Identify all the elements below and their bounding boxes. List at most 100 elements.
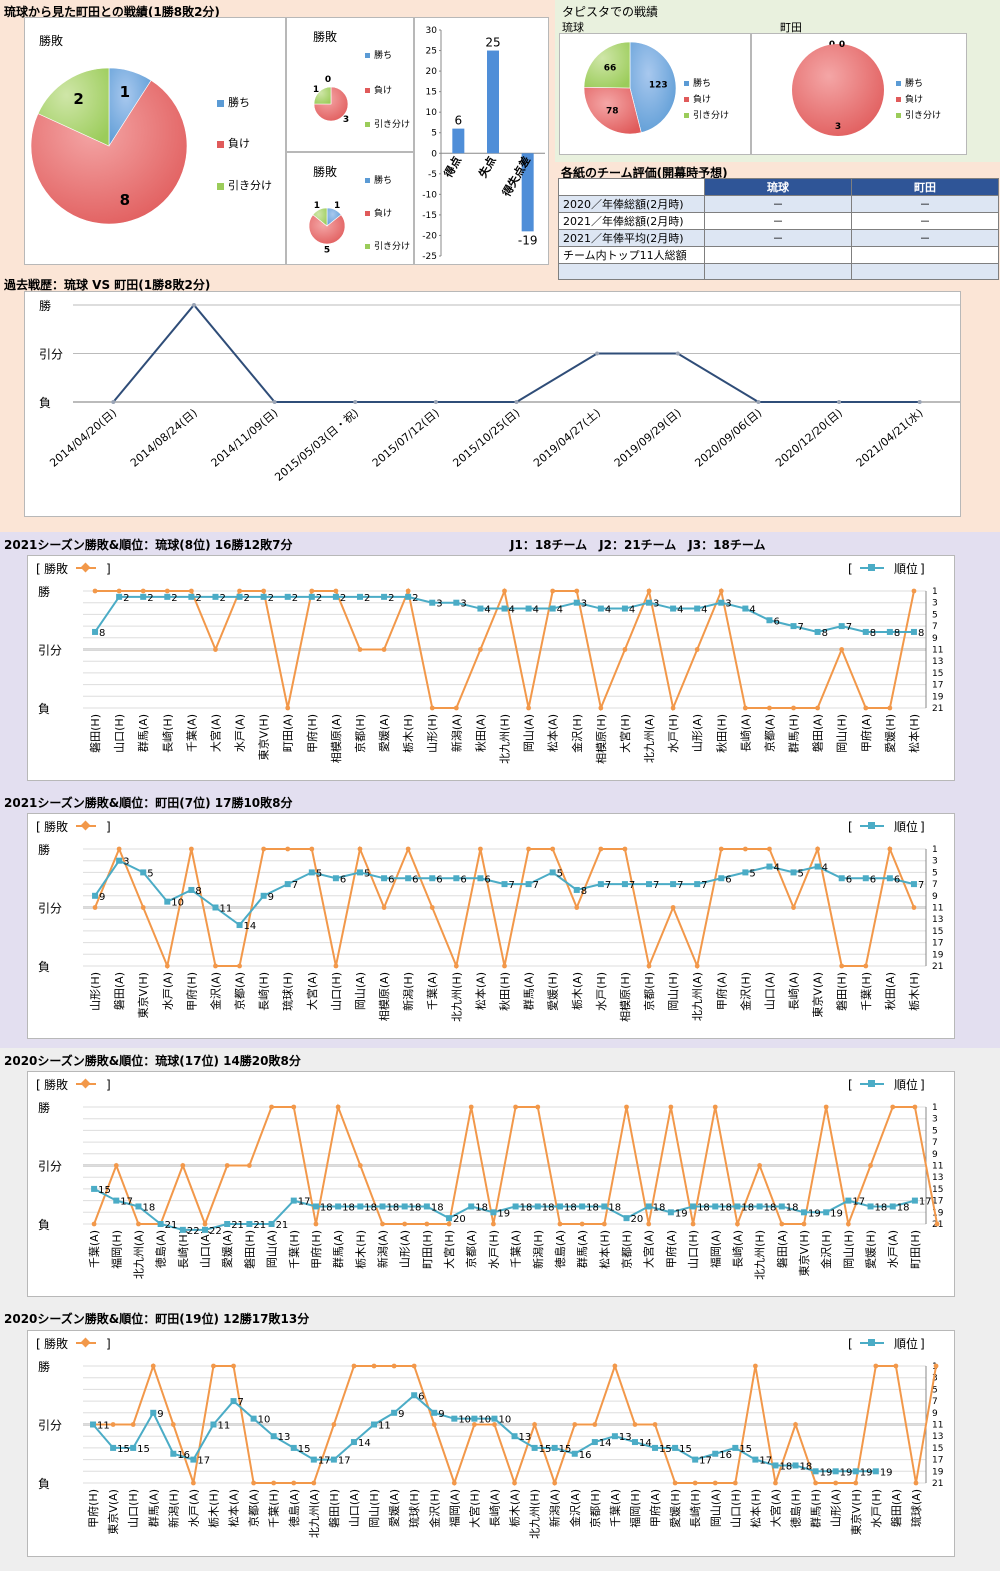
season-result-point	[863, 705, 869, 711]
pie-home-chart: 0 3 1	[313, 75, 349, 125]
season-rank-point	[889, 1203, 896, 1210]
result-legend-bracket: [	[36, 1337, 41, 1351]
season-rank-label: 4	[822, 863, 828, 874]
season-x-label: 相模原(H)	[595, 714, 608, 764]
season-rank-point	[405, 875, 412, 882]
season-x-label: 甲府(A)	[648, 1489, 662, 1527]
pie-overall-legend-loss: 負け	[217, 135, 250, 151]
season-result-point	[833, 1480, 839, 1486]
season-x-label: 岡山(A)	[266, 1230, 279, 1268]
season-x-label: 新潟(H)	[401, 972, 415, 1011]
bar-data-label: 25	[485, 36, 500, 50]
season-rank-point	[525, 605, 532, 612]
pie-data-label: 3	[835, 122, 841, 132]
season-rank-point	[170, 1450, 177, 1457]
season-x-label: 東京V(H)	[136, 972, 150, 1018]
goals-bar-panel: 30 25 20 15 10 5 0 -5 -10 -15 -20 -25 6 得点 25 失点 -19 得失点差	[414, 17, 549, 265]
season-result-point	[251, 1480, 257, 1486]
season-rank-point	[862, 875, 869, 882]
season-result-point	[552, 1480, 558, 1486]
season-rank-point	[573, 599, 580, 606]
season-x-label: 長崎(A)	[787, 972, 801, 1010]
pie-away-title: 勝敗	[313, 165, 338, 179]
season-y-label: 引分	[38, 1419, 62, 1433]
season-result-point	[424, 1221, 430, 1227]
season-result-point	[815, 846, 821, 852]
season-rank-label: 3	[581, 599, 587, 610]
season-result-point	[646, 1221, 652, 1227]
season-rank-point	[742, 605, 749, 612]
season-x-label: 京都(H)	[620, 1230, 634, 1269]
season-rank-point	[812, 1468, 819, 1475]
season-rank-point	[381, 875, 388, 882]
season-rank-point	[718, 599, 725, 606]
season-rank-label: 3	[123, 857, 129, 868]
season-rank-point	[734, 1203, 741, 1210]
season-rank-label: 6	[340, 874, 346, 885]
season-rank-label: 22	[209, 1226, 222, 1237]
season-rank-point	[236, 922, 243, 929]
season-result-point	[246, 1163, 252, 1168]
season-rank-tick: 17	[932, 1197, 943, 1207]
season-result-point	[752, 1363, 758, 1369]
season-rank-point	[391, 1409, 398, 1416]
season-rank-label: 15	[98, 1185, 111, 1196]
season-result-point	[913, 1480, 919, 1486]
season-result-point	[271, 1480, 277, 1486]
season-rank-point	[268, 1221, 275, 1227]
season-rank-point	[332, 593, 339, 600]
season-rank-point	[212, 904, 219, 911]
season-result-point	[863, 963, 869, 969]
season-rank-point	[531, 1444, 538, 1451]
season-rank-tick: 9	[932, 892, 938, 902]
season-rank-label: 7	[653, 880, 659, 891]
season-x-label: 群馬(A)	[522, 972, 536, 1010]
season-result-point	[512, 1480, 517, 1486]
season-x-label: 愛媛(H)	[546, 972, 560, 1011]
history-x-label: 2015/05/03(日・祝)	[272, 406, 361, 484]
rank-legend-bracket: [	[848, 562, 853, 576]
season-rank-label: 5	[798, 868, 804, 879]
season-x-label: 群馬(A)	[331, 1230, 345, 1268]
season-x-label: 相模原(A)	[330, 714, 343, 763]
season-x-label: 京都(A)	[762, 714, 776, 752]
season-rank-label: 2	[147, 593, 153, 604]
season-rank-tick: 19	[932, 1208, 944, 1218]
pie-slice-loss	[583, 86, 642, 135]
history-panel: 勝引分負 2014/04/20(日) 2014/08/24(日) 2014/11/09…	[24, 291, 961, 517]
season-rank-label: 2	[195, 593, 201, 604]
season-x-label: 京都(H)	[588, 1489, 602, 1528]
season-rank-label: 2	[316, 593, 322, 604]
season-x-label: 新潟(H)	[166, 1489, 180, 1528]
season-x-label: 千葉(A)	[509, 1230, 523, 1268]
season-rank-point	[332, 875, 339, 882]
season-result-point	[313, 1221, 319, 1227]
bar-y-tick: 10	[426, 108, 438, 118]
season-rank-point	[429, 599, 436, 606]
season-result-point	[291, 1104, 297, 1110]
season-2021-machida-title: 2021シーズン勝敗&順位：町田(7位) 17勝10敗8分	[4, 796, 293, 810]
season-x-label: 甲府(A)	[714, 972, 728, 1010]
season-x-label: 東京V(H)	[849, 1489, 863, 1535]
season-rank-point	[260, 593, 267, 600]
season-rank-label: 21	[165, 1220, 178, 1231]
season-x-label: 新潟(H)	[531, 1230, 545, 1269]
season-rank-tick: 19	[932, 1467, 944, 1477]
season-result-point	[912, 1104, 918, 1110]
season-x-label: 北九州(A)	[308, 1489, 321, 1538]
season-result-point	[429, 905, 435, 910]
season-x-label: 金沢(H)	[427, 1489, 441, 1528]
season-result-point	[624, 1104, 629, 1110]
pie-data-label: 0	[325, 75, 331, 85]
rank-legend-bracket: ]	[920, 820, 925, 834]
season-rank-label: 7	[798, 622, 804, 633]
season-rank-point	[579, 1203, 586, 1210]
season-x-label: 長崎(H)	[176, 1230, 190, 1269]
season-x-label: 山口(H)	[113, 714, 126, 753]
season-rank-tick: 15	[932, 1185, 943, 1195]
season-result-point	[767, 846, 772, 852]
season-rank-tick: 15	[932, 1444, 943, 1454]
season-rank-point	[867, 1203, 874, 1210]
result-legend-bracket: ]	[106, 820, 111, 834]
evaluation-row-label: 2020／年俸総額(2月時)	[558, 195, 705, 213]
